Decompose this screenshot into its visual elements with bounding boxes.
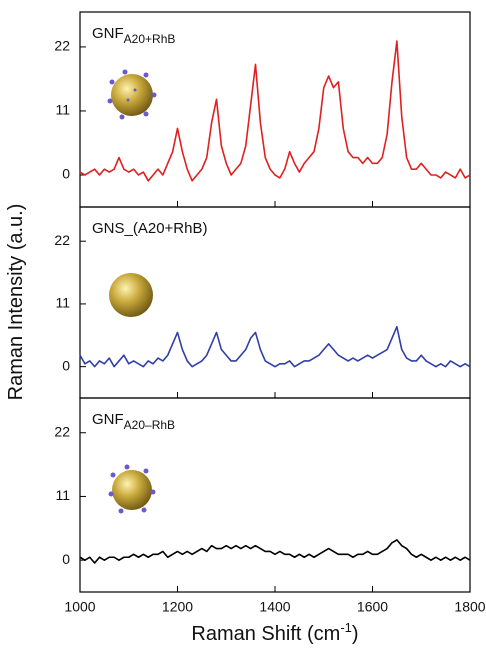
y-tick-label: 22 bbox=[54, 38, 70, 54]
y-tick-label: 0 bbox=[62, 357, 70, 373]
y-tick-label: 22 bbox=[54, 232, 70, 248]
panel-label-sub: A20+RhB bbox=[124, 32, 176, 46]
x-tick-label: 1000 bbox=[64, 599, 95, 615]
y-axis-label: Raman Intensity (a.u.) bbox=[5, 204, 27, 401]
spectrum-line bbox=[79, 40, 471, 182]
y-tick-label: 11 bbox=[55, 295, 70, 311]
panel-label-main: GNS_(A20+RhB) bbox=[92, 220, 207, 237]
panel-label: GNS_(A20+RhB) bbox=[92, 220, 207, 237]
y-tick-label: 22 bbox=[54, 423, 70, 439]
panel-label: GNFA20+RhB bbox=[92, 25, 175, 46]
y-tick-label: 0 bbox=[62, 551, 70, 567]
panel-label-sub: A20–RhB bbox=[124, 418, 175, 432]
panel-label: GNFA20–RhB bbox=[92, 411, 175, 432]
particle-icon bbox=[109, 273, 153, 317]
panel-label-main: GNF bbox=[92, 25, 124, 42]
x-axis-label-sup: -1 bbox=[340, 620, 352, 635]
y-tick-label: 11 bbox=[55, 487, 70, 503]
x-tick-label: 1400 bbox=[259, 599, 290, 615]
particle-icon bbox=[107, 69, 157, 120]
x-tick-label: 1200 bbox=[162, 599, 193, 615]
x-axis-label-text: Raman Shift (cm bbox=[191, 623, 340, 645]
spectrum-line bbox=[79, 325, 471, 368]
x-tick-label: 1800 bbox=[454, 599, 485, 615]
x-axis-label: Raman Shift (cm-1) bbox=[191, 620, 358, 645]
y-tick-label: 0 bbox=[62, 166, 70, 182]
panel-label-main: GNF bbox=[92, 411, 124, 428]
y-tick-label: 11 bbox=[55, 102, 70, 118]
x-axis-label-end: ) bbox=[352, 623, 359, 645]
x-tick-label: 1600 bbox=[357, 599, 388, 615]
spectrum-line bbox=[79, 539, 471, 564]
particle-icon bbox=[108, 464, 156, 514]
